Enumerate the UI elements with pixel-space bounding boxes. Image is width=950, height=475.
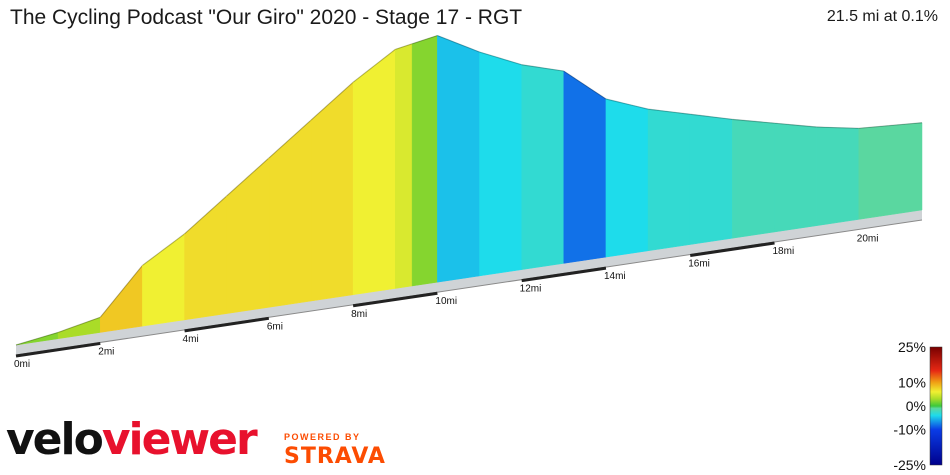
profile-base	[16, 210, 922, 355]
profile-top-edge	[142, 233, 185, 266]
gradient-segment	[732, 119, 775, 239]
gradient-segment	[605, 98, 649, 258]
x-tick-label: 4mi	[183, 334, 199, 345]
distance-band	[352, 291, 438, 308]
gradient-segment	[774, 122, 817, 233]
gradient-color-bar	[929, 346, 943, 466]
profile-top-edge	[15, 331, 59, 346]
distance-summary: 21.5 mi at 0.1%	[826, 8, 938, 25]
gradient-segment	[858, 122, 923, 220]
x-tick-label: 0mi	[14, 359, 30, 370]
distance-band	[690, 241, 775, 258]
gradient-segment	[479, 51, 522, 277]
gradient-segment	[411, 35, 438, 287]
chart-title: The Cycling Podcast "Our Giro" 2020 - St…	[10, 6, 523, 29]
x-tick-label: 16mi	[688, 259, 710, 270]
x-tick-label: 18mi	[773, 246, 795, 257]
gradient-segment	[563, 70, 607, 264]
gradient-segment	[142, 233, 185, 327]
logo-velo-text: velo	[6, 414, 104, 465]
profile-top-edge	[563, 70, 607, 100]
powered-by-text: POWERED BY	[284, 432, 361, 442]
gradient-segment	[352, 48, 396, 296]
profile-top-edge	[732, 118, 775, 124]
distance-axis: 0mi 2mi 4mi 6mi 8mi 10mi 12mi 14mi 16mi 18mi 20mi	[14, 219, 923, 370]
legend-tick-label: 0%	[906, 398, 926, 414]
profile-top-edge	[395, 43, 413, 50]
gradient-segment	[226, 157, 270, 314]
legend-tick-label: 25%	[898, 339, 926, 355]
gradient-segment	[268, 119, 312, 308]
distance-band	[521, 266, 607, 283]
distance-band	[15, 341, 101, 358]
gradient-segment	[689, 113, 733, 245]
legend-tick-label: 10%	[898, 374, 926, 390]
profile-top-edge	[648, 108, 691, 115]
profile-top-edge	[521, 64, 564, 72]
x-tick-label: 10mi	[435, 296, 457, 307]
logo-viewer-text: viewer	[101, 414, 258, 465]
gradient-segment	[100, 264, 143, 333]
strava-logo: STRAVA	[284, 444, 386, 469]
profile-top-edge	[816, 126, 859, 129]
profile-top-edge	[605, 98, 649, 110]
x-tick-label: 2mi	[98, 346, 114, 357]
gradient-segment	[647, 108, 691, 252]
profile-top-edge	[99, 265, 143, 318]
profile-top-edge	[411, 34, 438, 45]
profile-area	[15, 34, 923, 355]
profile-top-edge	[858, 122, 923, 129]
distance-band	[184, 316, 270, 333]
profile-top-edge	[310, 81, 354, 121]
x-tick-label: 20mi	[857, 233, 879, 244]
profile-top-edge	[226, 157, 270, 197]
profile-top-edge	[774, 122, 817, 128]
legend-tick-label: -25%	[893, 457, 926, 473]
gradient-segment	[395, 43, 413, 289]
profile-top-edge	[352, 48, 396, 83]
profile-top-edge	[268, 119, 312, 159]
legend-tick-label: -10%	[893, 422, 926, 438]
profile-top-edge	[690, 113, 733, 120]
gradient-segment	[816, 126, 860, 226]
profile-top-edge	[479, 51, 522, 66]
gradient-legend: 25% 10% 0% -10% -25%	[893, 339, 943, 473]
profile-top-edge	[57, 316, 101, 333]
x-tick-label: 6mi	[267, 321, 283, 332]
profile-top-edge	[184, 195, 228, 235]
x-tick-label: 12mi	[520, 284, 542, 295]
veloviewer-logo: veloviewer	[6, 418, 258, 462]
profile-top-edge	[437, 34, 480, 53]
x-tick-label: 8mi	[351, 309, 367, 320]
gradient-segment	[437, 35, 480, 283]
gradient-segment	[521, 64, 565, 270]
x-tick-label: 14mi	[604, 271, 626, 282]
